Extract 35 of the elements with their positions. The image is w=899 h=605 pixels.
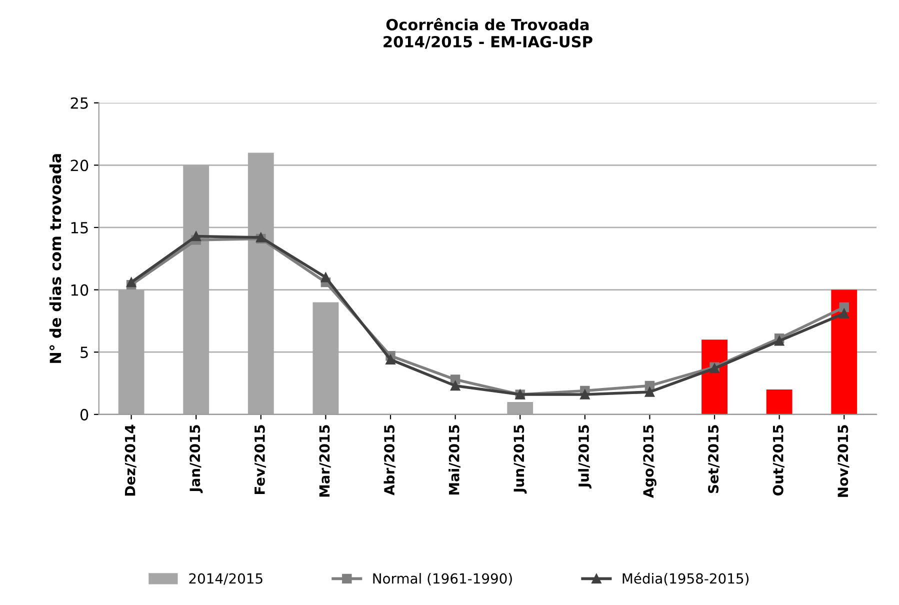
bar (766, 390, 792, 414)
x-tick-label: Ago/2015 (643, 425, 656, 498)
point (320, 272, 331, 282)
point (126, 277, 136, 288)
y-axis-title: N° de dias com trovoada (49, 154, 62, 363)
x-tick-label: Mai/2015 (448, 425, 460, 495)
point (580, 390, 590, 400)
bar (831, 290, 858, 414)
x-tick-label: Set/2015 (708, 425, 720, 493)
chart-title: Ocorrência de Trovoada 2014/2015 - EM-IAG-USP (384, 18, 592, 49)
point (450, 380, 460, 391)
y-tick-label: 10 (71, 284, 88, 296)
y-tick-label: 0 (80, 408, 88, 420)
x-tick-label: Jan/2015 (190, 425, 203, 494)
legend-label: Média(1958-2015) (622, 572, 748, 586)
point (774, 336, 784, 346)
x-tick-label: Jun/2015 (514, 425, 527, 494)
x-tick-label: Dez/2014 (124, 424, 136, 496)
y-tick-label: 20 (70, 160, 88, 172)
y-tick-label: 5 (80, 346, 88, 358)
y-tick-label: 25 (70, 97, 88, 109)
x-tick-label: Jul/2015 (578, 425, 592, 488)
y-tick-label: 15 (71, 222, 88, 234)
bar (702, 340, 728, 414)
legend-label: Normal (1961-1990) (373, 573, 512, 586)
point (644, 387, 655, 397)
x-tick-label: Mar/2015 (319, 425, 331, 497)
point (386, 354, 396, 364)
x-tick-label: Out/2015 (772, 425, 784, 496)
point (191, 231, 201, 242)
point (839, 308, 849, 318)
legend-label: 2014/2015 (189, 573, 262, 585)
x-tick-label: Nov/2015 (838, 425, 850, 497)
x-tick-label: Fev/2015 (254, 425, 266, 494)
x-tick-label: Abr/2015 (384, 425, 396, 496)
